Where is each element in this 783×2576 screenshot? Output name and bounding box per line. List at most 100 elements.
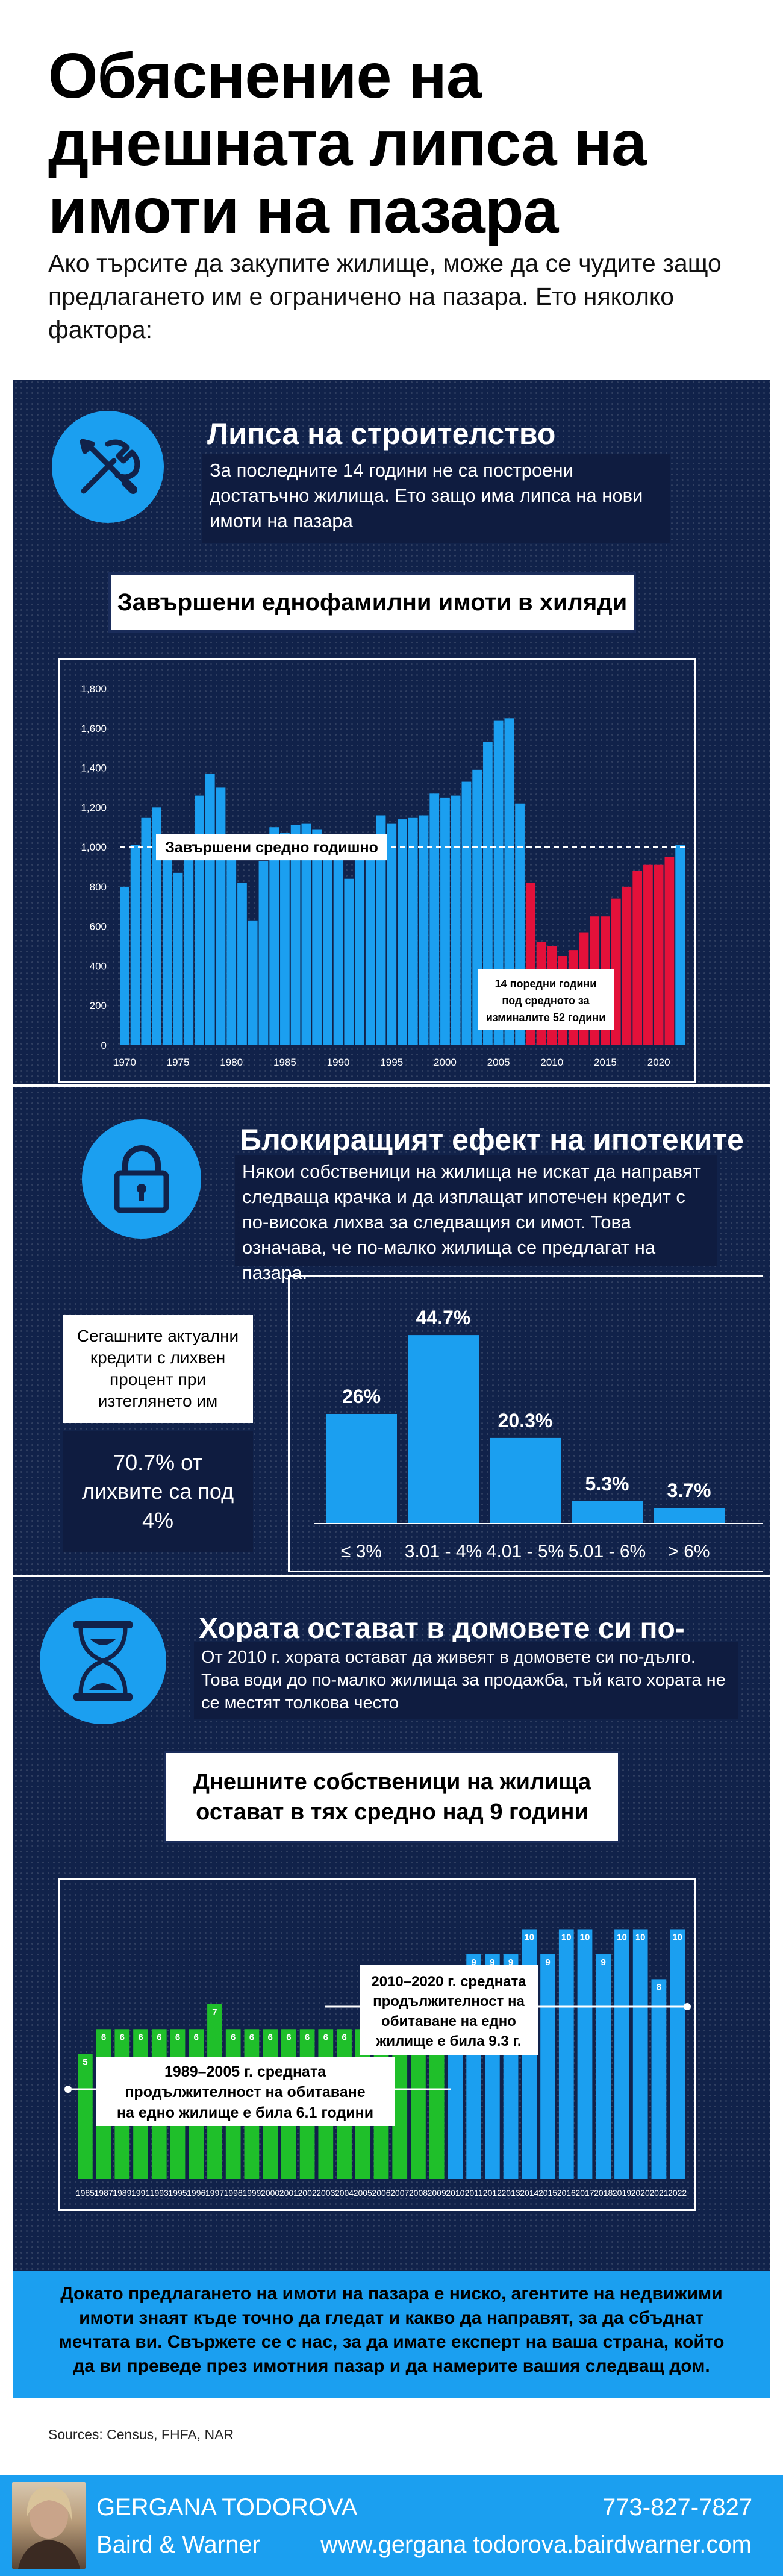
data-label: 20.3%	[498, 1410, 553, 1431]
bar	[78, 2054, 93, 2179]
bar	[419, 815, 429, 1045]
tenure-chart-frame: 5 1985 6 1987 6 1989 6 1991 6 1993 6 1995 6 1996 7 1997…	[58, 1878, 696, 2211]
data-label: 6	[267, 2032, 272, 2042]
page-subtitle: Ако търсите да закупите жилище, може да …	[48, 249, 722, 343]
x-tick-label: 2019	[613, 2188, 631, 2198]
bar	[280, 833, 290, 1045]
infographic-panel	[13, 380, 770, 2271]
data-label: 26%	[342, 1386, 381, 1407]
bar	[173, 872, 183, 1045]
average-label-box	[156, 834, 387, 861]
x-tick-label: 2010	[540, 1057, 563, 1068]
section-title-construction: Липса на строителство	[207, 417, 556, 451]
agent-website[interactable]: www.gergana todorova.bairdwarner.com	[320, 2531, 752, 2558]
x-tick-label: 1989	[113, 2188, 131, 2198]
hourglass-icon	[40, 1598, 166, 1724]
call-to-action: Докато предлагането на имоти на пазара е…	[13, 2271, 770, 2398]
bar	[440, 797, 450, 1045]
x-tick-label: 2012	[483, 2188, 502, 2198]
bar	[651, 1979, 667, 2179]
bar	[577, 1929, 593, 2179]
callout-left-box	[96, 2057, 395, 2126]
tenure-bar-chart: 5 1985 6 1987 6 1989 6 1991 6 1993 6 1995 6 1996 7 1997…	[64, 1929, 691, 2198]
y-tick-label: 1,600	[81, 723, 107, 734]
bar	[670, 1929, 685, 2179]
agent-phone[interactable]: 773-827-7827	[602, 2494, 753, 2521]
x-tick-label: 2020	[647, 1057, 670, 1068]
bar	[355, 855, 364, 1045]
callout-box	[478, 969, 614, 1030]
data-label: 6	[120, 2032, 125, 2042]
x-tick-label: 2007	[390, 2188, 409, 2198]
x-tick-label: ≤ 3%	[341, 1542, 382, 1562]
x-tick-label: 2016	[557, 2188, 576, 2198]
bar	[408, 1335, 479, 1524]
bar	[226, 855, 237, 1045]
bar	[429, 793, 440, 1045]
data-label: 6	[175, 2032, 180, 2042]
x-tick-label: 2006	[372, 2188, 390, 2198]
x-tick-label: 5.01 - 6%	[569, 1542, 646, 1562]
x-tick-label: 3.01 - 4%	[405, 1542, 482, 1562]
chart-title-completions: Завършени еднофамилни имоти в хиляди	[108, 572, 636, 633]
section-desc-mortgage: Някои собственици на жилища не искат да …	[235, 1155, 717, 1283]
bar	[248, 920, 258, 1045]
data-label: 10	[580, 1932, 590, 1942]
x-tick-label: 1990	[327, 1057, 350, 1068]
callout-left-dot	[64, 2086, 72, 2093]
bar	[344, 878, 354, 1045]
x-tick-label: > 6%	[668, 1542, 710, 1562]
y-tick-label: 1,400	[81, 763, 107, 774]
rates-chart-frame: 26% ≤ 3% 44.7% 3.01 - 4% 20.3% 4.01 - 5% 5.3% 5…	[288, 1275, 763, 1572]
bar	[643, 864, 653, 1045]
bar	[387, 823, 397, 1045]
callout-right-text-line: 2010–2020 г. средната	[371, 1974, 526, 1990]
data-label: 6	[342, 2032, 346, 2042]
data-label: 6	[231, 2032, 236, 2042]
bar	[322, 843, 332, 1045]
bar	[269, 827, 279, 1045]
callout-right-box	[360, 1965, 538, 2055]
callout-left-text-line: 1989–2005 г. средната	[164, 2063, 326, 2080]
bar	[365, 839, 375, 1045]
x-tick-label: 1987	[95, 2188, 113, 2198]
data-label: 6	[138, 2032, 143, 2042]
loan-rates-box-title: Сегашните актуални кредити с лихвен проц…	[63, 1315, 253, 1423]
data-label: 9	[508, 1957, 513, 1968]
y-tick-label: 200	[90, 1000, 107, 1011]
bar	[130, 845, 140, 1045]
bar	[408, 817, 418, 1045]
bar	[398, 819, 407, 1045]
bar	[141, 817, 151, 1045]
bar	[312, 829, 322, 1045]
bar	[333, 855, 343, 1045]
callout-text-line: 14 поредни години	[495, 978, 597, 990]
section-divider	[13, 1575, 770, 1577]
bar	[664, 857, 675, 1045]
data-label: 3.7%	[667, 1480, 711, 1501]
bar	[237, 883, 247, 1045]
y-tick-label: 1,800	[81, 683, 107, 695]
section-divider	[13, 1084, 770, 1087]
x-tick-label: 2022	[668, 2188, 687, 2198]
data-label: 6	[323, 2032, 328, 2042]
bar	[540, 1954, 555, 2179]
callout-right-text-line: обитаване на едно	[381, 2013, 516, 2030]
x-tick-label: 1991	[131, 2188, 150, 2198]
data-label: 6	[101, 2032, 106, 2042]
agent-photo	[12, 2482, 86, 2569]
x-tick-label: 2020	[631, 2188, 650, 2198]
callout-right-text-line: жилище е била 9.3 г.	[375, 2033, 521, 2049]
x-tick-label: 2005	[354, 2188, 372, 2198]
bar	[195, 795, 204, 1045]
x-tick-label: 1996	[187, 2188, 205, 2198]
bar	[184, 841, 194, 1045]
agent-company: Baird & Warner	[96, 2531, 260, 2558]
data-label: 9	[545, 1957, 550, 1968]
data-label: 6	[249, 2032, 254, 2042]
callout-text-line: изминалите 52 години	[486, 1011, 606, 1024]
data-label: 7	[212, 2007, 217, 2018]
data-label: 6	[157, 2032, 161, 2042]
x-tick-label: 2002	[298, 2188, 317, 2198]
x-tick-label: 1985	[76, 2188, 95, 2198]
